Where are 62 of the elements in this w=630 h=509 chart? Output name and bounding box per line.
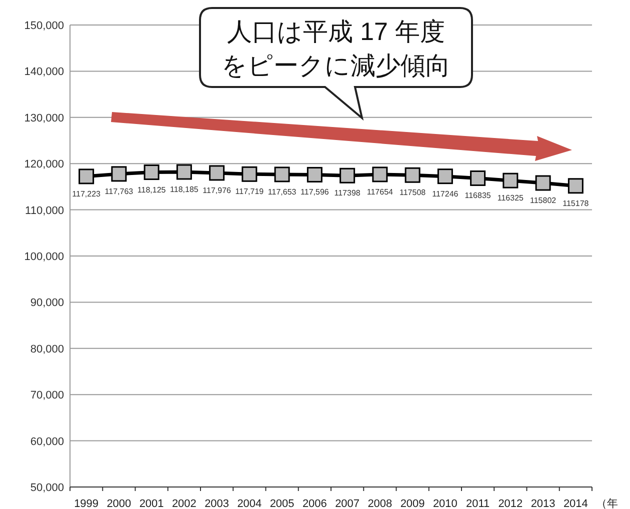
- point: [144, 164, 160, 180]
- y-tick-label: 60,000: [30, 436, 64, 448]
- x-tick-label: 2011: [466, 498, 490, 509]
- point: [340, 168, 356, 184]
- x-tick-label: 1999: [74, 498, 99, 509]
- data-label: 117,596: [300, 188, 330, 197]
- x-tick-label: 2009: [400, 498, 425, 509]
- data-label: 117,719: [235, 187, 264, 196]
- y-tick-label: 90,000: [30, 297, 64, 310]
- data-label: 117,763: [104, 186, 134, 196]
- point: [568, 178, 584, 194]
- x-tick-label: 2014: [563, 498, 588, 509]
- data-label: 117508: [400, 188, 426, 198]
- y-tick-label: 100,000: [24, 251, 64, 263]
- data-label: 116835: [464, 191, 492, 200]
- x-tick-label: 2008: [368, 498, 392, 509]
- point: [437, 168, 453, 184]
- y-tick-label: 80,000: [30, 343, 64, 356]
- data-label: 118,125: [137, 185, 166, 194]
- x-tick-label: 2013: [530, 498, 556, 509]
- y-tick-label: 50,000: [30, 482, 64, 494]
- point: [274, 166, 290, 182]
- data-label: 117654: [366, 187, 394, 196]
- point: [242, 166, 258, 182]
- x-tick-label: 2005: [270, 498, 294, 509]
- data-label: 117,653: [268, 187, 297, 196]
- x-tick-label: 2007: [335, 498, 360, 509]
- x-tick-label: 2012: [498, 498, 523, 509]
- data-label: 117,976: [202, 186, 232, 195]
- data-label: 117,223: [72, 189, 102, 198]
- point: [372, 166, 388, 182]
- point: [535, 175, 551, 191]
- y-tick-label: 70,000: [30, 390, 64, 402]
- data-label: 115178: [562, 198, 590, 208]
- y-tick-label: 130,000: [24, 112, 64, 124]
- x-tick-label: 2004: [237, 498, 262, 509]
- point: [404, 167, 420, 183]
- x-tick-label: 2000: [106, 498, 132, 509]
- point: [306, 166, 322, 182]
- data-label: 116325: [497, 194, 524, 203]
- data-label: 115802: [530, 196, 557, 205]
- x-tick-label: 2010: [432, 498, 458, 509]
- y-tick-label: 120,000: [24, 158, 64, 171]
- point: [470, 170, 486, 186]
- y-tick-label: 110,000: [25, 204, 64, 217]
- point: [502, 172, 518, 188]
- x-tick-label: 2002: [172, 498, 196, 509]
- y-tick-label: 140,000: [24, 66, 64, 78]
- data-label: 117398: [334, 188, 361, 198]
- annotation: 人口は平成 17 年度: [227, 18, 445, 46]
- point: [78, 168, 94, 184]
- point: [176, 164, 192, 180]
- x-axis-title: （年: [596, 498, 618, 509]
- x-tick-label: 2001: [139, 498, 164, 509]
- data-label: 118,185: [170, 184, 199, 194]
- y-tick-label: 150,000: [24, 20, 64, 32]
- point: [209, 165, 225, 181]
- data-label: 117246: [432, 189, 459, 198]
- point: [111, 166, 127, 182]
- annotation: をピークに減少傾向: [222, 52, 450, 80]
- x-tick-label: 2006: [302, 498, 327, 509]
- x-tick-label: 2003: [204, 498, 230, 509]
